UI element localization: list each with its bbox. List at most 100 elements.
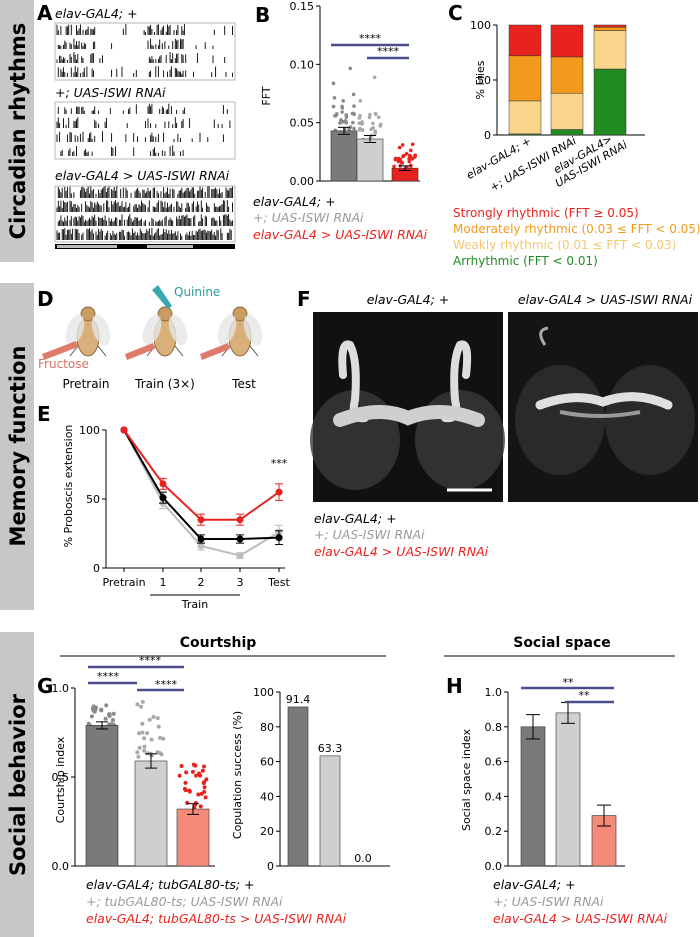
data-point [201,780,206,785]
y-tick-label: 0 [93,562,100,575]
legend-arrhythmic: Arrhythmic (FFT < 0.01) [453,254,598,268]
y-tick-label: 0.10 [290,58,315,71]
bar-courtship-3 [176,808,210,867]
panel-h-chart: Social space index 0.0 0.2 0.4 0.6 0.8 1.0 **… [460,676,625,873]
y-tick-label: 20 [260,825,274,838]
y-tick-label: 0 [267,860,274,873]
light-bar-2 [147,245,193,248]
data-point [398,157,402,162]
panel-e-ylabel: % Proboscis extension [62,425,75,548]
panel-label-g: G [37,674,53,698]
data-point [331,104,336,109]
section-title-social: Social behavior [6,693,30,876]
data-point [341,99,345,103]
panel-e-sig: *** [271,457,288,470]
panel-g2-ylabel: Copulation success (%) [231,711,244,839]
y-tick-label: 100 [253,686,274,699]
bar-fft-1 [330,130,358,182]
data-point [136,754,141,759]
data-point [155,750,160,755]
data-point [139,704,144,709]
legend-weakly-rhythmic: Weakly rhythmic (0.01 ≤ FFT < 0.03) [453,238,676,252]
data-point [275,488,283,496]
data-point [155,716,160,721]
section-bar-social [0,632,34,937]
fly-pretrain-icon [65,306,111,357]
panel-h-ylabel: Social space index [460,729,473,831]
data-point [202,785,207,790]
data-point [137,731,142,736]
data-point [236,535,244,543]
panel-b-chart: FFT 0.00 0.05 0.10 0.15 **** **** [260,0,420,188]
data-point [340,110,344,114]
y-tick-label: 1.0 [52,682,70,695]
panel-c-ylabel: % Flies [474,60,487,99]
actogram-control1 [54,22,236,81]
data-point [413,153,417,158]
panel-e-train-label: Train [181,598,208,611]
data-point [367,115,372,120]
y-tick-label: 0.00 [290,175,315,188]
value-label: 63.3 [318,742,343,755]
data-point [104,703,109,708]
panel-f-images: elav-GAL4; + elav-GAL4 > UAS-ISWI RNAi [310,292,698,502]
data-point [103,716,108,721]
mushroom-body-horizontal [333,404,485,427]
x-tick-label: 2 [198,576,205,589]
data-point [199,791,204,796]
data-point [352,126,356,131]
bar-courtship-2 [134,760,168,867]
y-tick-label: 0.0 [52,860,70,873]
data-point [159,494,167,502]
data-point [404,152,409,156]
y-tick-label: 80 [260,721,274,734]
data-point [99,707,104,712]
y-tick-label: 50 [86,493,100,506]
data-point [275,534,283,542]
legend-g-genotype-1: elav-GAL4; tubGAL80-ts; + [86,877,255,892]
legend-g-genotype-3: elav-GAL4; tubGAL80-ts > UAS-ISWI RNAi [86,911,347,926]
y-tick-label: 100 [470,19,491,32]
actogram-label-control1: elav-GAL4; + [55,6,138,21]
panel-label-h: H [446,674,463,698]
data-point [190,769,195,774]
panel-g-ylabel: Courtship index [54,736,67,823]
data-point [407,159,412,164]
data-point [401,154,405,159]
panel-f-left-title: elav-GAL4; + [367,292,450,307]
data-point [142,744,147,749]
stacked-segment [550,56,584,94]
data-point [109,722,114,727]
data-point [339,118,343,122]
data-point [351,120,355,125]
panel-e-chart: % Proboscis extension 0 50 100 Pretrain 1 2 3 T… [62,424,291,611]
stacked-segment [550,24,584,58]
panel-g-copulation-chart: Copulation success (%) 0 20 40 60 80 100 91.4… [231,686,390,873]
fructose-stick-2 [125,343,155,360]
data-point [184,770,189,775]
fructose-stick-1 [42,341,78,360]
y-tick-label: 0 [484,129,491,142]
data-point [200,768,205,773]
data-point [197,516,205,524]
actogram-traces-control2 [56,103,231,156]
data-point [348,66,353,71]
bar-social-space-2 [555,712,581,867]
stacked-segment [508,100,542,135]
data-point [159,480,167,488]
data-point [360,122,364,126]
data-point [344,120,349,125]
data-point [400,161,405,165]
panel-label-d: D [37,287,54,311]
legend-strongly-rhythmic: Strongly rhythmic (FFT ≥ 0.05) [453,206,639,220]
social-space-header: Social space [513,635,611,651]
panel-label-a: A [37,1,53,25]
legend-h-genotype-1: elav-GAL4; + [493,877,576,892]
light-dark-bar [55,244,235,249]
data-point [177,773,182,778]
data-point [145,731,150,736]
light-bar-1 [57,245,117,248]
x-tick-label: Pretrain [102,576,145,589]
stacked-segment [550,92,584,130]
